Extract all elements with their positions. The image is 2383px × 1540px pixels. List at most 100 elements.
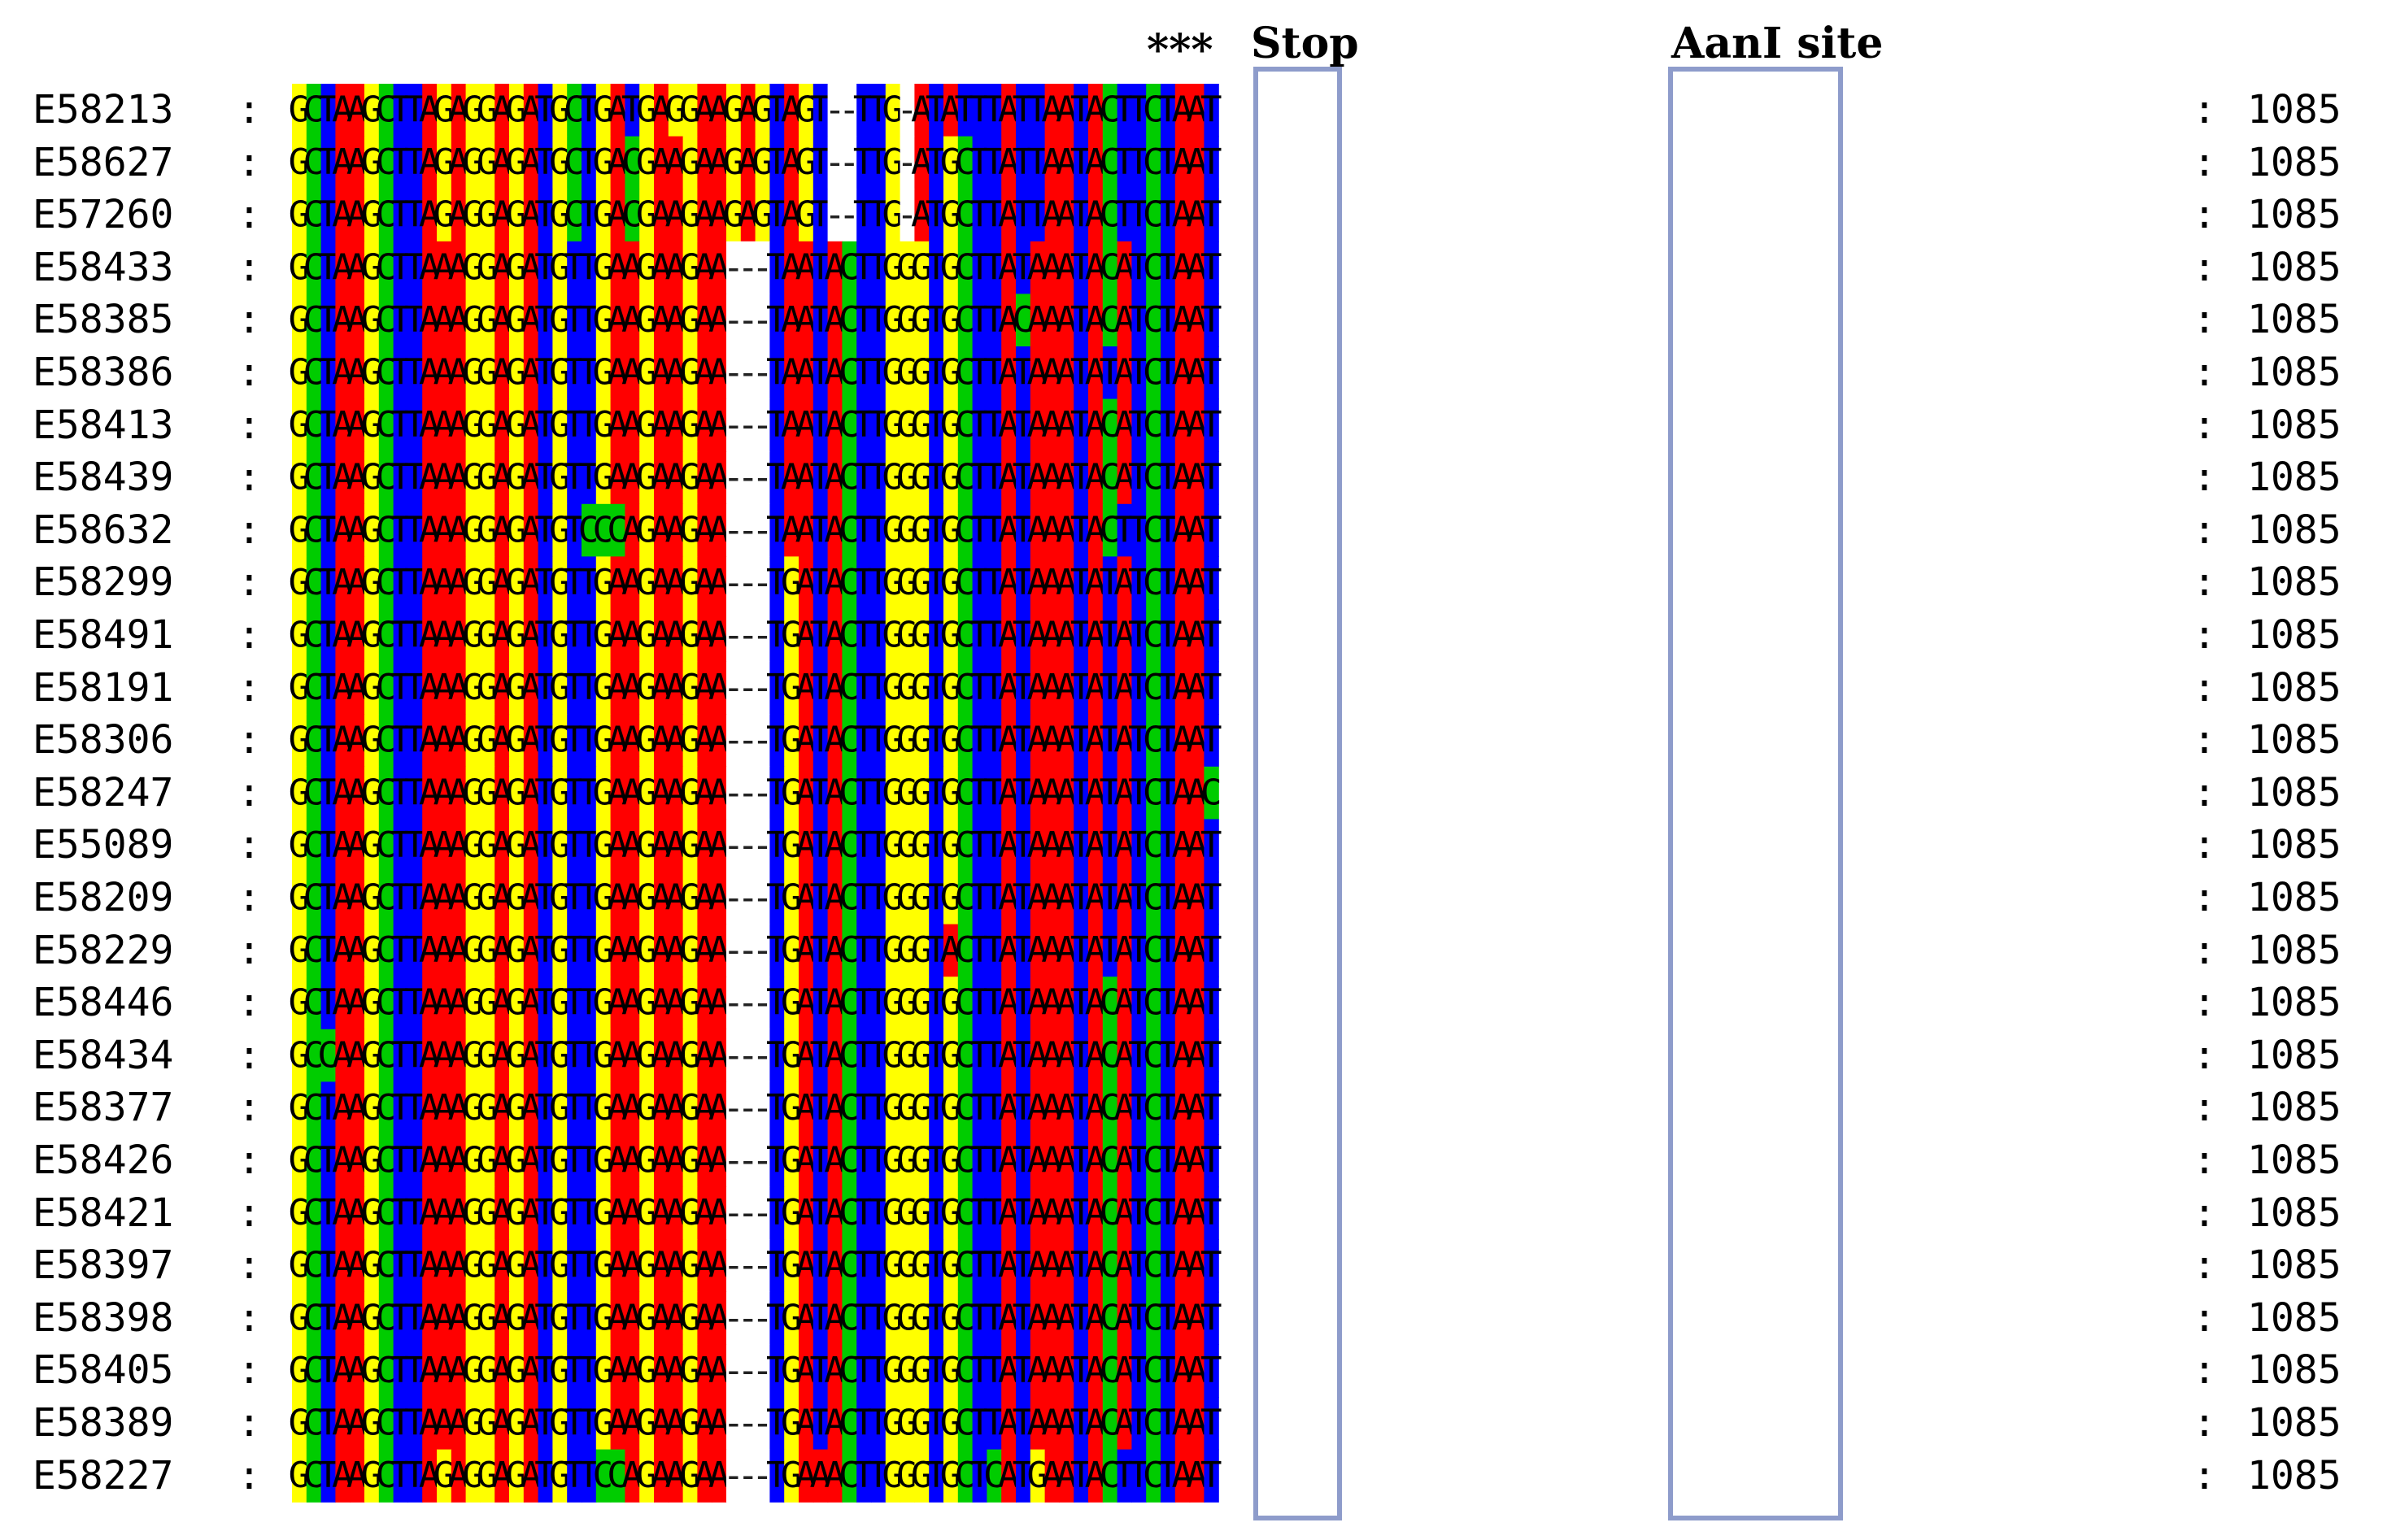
base-letter: T xyxy=(1200,89,1222,131)
base-letter: T xyxy=(1200,457,1222,498)
base-letter: A xyxy=(1085,299,1107,341)
sequence-id: E58632 xyxy=(33,507,174,553)
base-letter: T xyxy=(926,246,948,288)
separator-left: : xyxy=(237,927,261,973)
alignment-row-E58632: GCTAAGCTTAAAGGAGATGTCCCAGAAGAA---TAATACT… xyxy=(289,503,1222,557)
base-letter: A xyxy=(795,246,817,288)
base-letter: A xyxy=(664,141,686,183)
cell-bg xyxy=(422,241,438,294)
cell-bg xyxy=(799,294,814,347)
sequence-id: E58398 xyxy=(33,1294,174,1341)
sequence-id: E58413 xyxy=(33,402,174,448)
cell-bg xyxy=(972,241,987,294)
alignment-row-E58389: GCTAAGCTTAAAGGAGATGTTGAAGAAGAA---TGATACT… xyxy=(289,1397,1222,1451)
cell-bg xyxy=(567,189,582,242)
cell-bg xyxy=(900,294,915,347)
cell-bg xyxy=(393,136,408,189)
base-letter: T xyxy=(578,194,600,236)
base-letter: T xyxy=(1128,194,1150,236)
cell-bg xyxy=(625,294,640,347)
base-letter: G xyxy=(462,299,484,341)
cell-bg xyxy=(494,84,510,137)
cell-bg xyxy=(856,241,872,294)
base-letter: A xyxy=(447,89,469,131)
separator-right: : xyxy=(2193,1138,2216,1183)
cell-bg xyxy=(856,189,872,242)
sequence-id: E58627 xyxy=(33,139,174,185)
separator-right: : xyxy=(2193,297,2216,343)
base-letter: T xyxy=(1200,929,1222,971)
base-letter: C xyxy=(1099,299,1121,341)
cell-bg xyxy=(900,136,915,189)
base-letter: A xyxy=(824,299,846,341)
sequence-position: 1085 xyxy=(2247,192,2342,238)
cell-bg xyxy=(335,136,351,189)
base-letter: G xyxy=(636,89,658,131)
sequence-id: E58405 xyxy=(33,1347,174,1394)
cell-bg xyxy=(929,294,944,347)
base-letter: A xyxy=(346,89,368,131)
cell-bg xyxy=(523,294,539,347)
cell-bg xyxy=(1059,189,1074,242)
sequence-position: 1085 xyxy=(2247,1400,2342,1446)
sequence-id: E58191 xyxy=(33,664,174,711)
cell-bg xyxy=(1044,136,1060,189)
cell-bg xyxy=(914,241,930,294)
alignment-row-E58426: GCTAAGCTTAAAGGAGATGTTGAAGAAGAA---TGATACT… xyxy=(289,1134,1222,1188)
base-letter: A xyxy=(651,141,673,183)
base-letter: A xyxy=(998,246,1020,288)
cell-bg xyxy=(914,84,930,137)
base-letter: A xyxy=(1085,89,1107,131)
base-letter: C xyxy=(564,194,586,236)
separator-left: : xyxy=(237,1032,261,1078)
cell-bg xyxy=(1074,136,1089,189)
base-letter: G xyxy=(361,246,383,288)
cell-bg xyxy=(1117,189,1132,242)
cell-bg xyxy=(538,84,553,137)
base-letter: A xyxy=(332,299,354,341)
base-letter: T xyxy=(1128,246,1150,288)
base-letter: G xyxy=(751,89,773,131)
base-letter: T xyxy=(868,246,890,288)
cell-bg xyxy=(726,189,742,242)
separator-right: : xyxy=(2193,559,2216,606)
separator-right: : xyxy=(2193,1242,2216,1289)
sequence-id: E58421 xyxy=(33,1190,174,1236)
aani-site-label: AanI site xyxy=(1671,19,1884,68)
base-letter: G xyxy=(433,141,455,183)
cell-bg xyxy=(871,189,887,242)
cell-bg xyxy=(523,189,539,242)
cell-bg xyxy=(582,136,597,189)
cell-bg xyxy=(422,136,438,189)
base-letter: G xyxy=(549,89,571,131)
base-letter: G xyxy=(289,89,311,131)
separator-left: : xyxy=(237,875,261,920)
cell-bg xyxy=(755,241,770,294)
cell-bg xyxy=(422,294,438,347)
alignment-row-E55089: GCTAAGCTTAAAGGAGATGTTGAAGAAGAA---TGATACT… xyxy=(289,819,1222,872)
base-letter: T xyxy=(317,89,339,131)
cell-bg xyxy=(943,294,959,347)
base-letter: G xyxy=(289,194,311,236)
base-letter: - xyxy=(839,194,860,236)
base-letter: T xyxy=(1157,299,1179,341)
separator-right: : xyxy=(2193,87,2216,133)
base-letter: C xyxy=(1143,299,1165,341)
cell-bg xyxy=(378,241,394,294)
cell-bg xyxy=(1189,294,1205,347)
cell-bg xyxy=(987,84,1002,137)
cell-bg xyxy=(987,294,1002,347)
cell-bg xyxy=(1088,189,1104,242)
alignment-row-E58306: GCTAAGCTTAAAGGAGATGTTGAAGAAGAA---TGATACT… xyxy=(289,714,1222,768)
base-letter: T xyxy=(983,194,1005,236)
base-letter: T xyxy=(868,194,890,236)
separator-right: : xyxy=(2193,822,2216,868)
alignment-row-E58397: GCTAAGCTTAAAGGAGATGTTGAAGAAGAA---TGATACT… xyxy=(289,1239,1222,1293)
base-letter: A xyxy=(1186,89,1208,131)
base-letter: A xyxy=(346,299,368,341)
sequence-id: E58446 xyxy=(33,980,174,1026)
cell-bg xyxy=(1189,241,1205,294)
cell-bg xyxy=(378,294,394,347)
base-letter: A xyxy=(781,194,803,236)
cell-bg xyxy=(654,189,669,242)
